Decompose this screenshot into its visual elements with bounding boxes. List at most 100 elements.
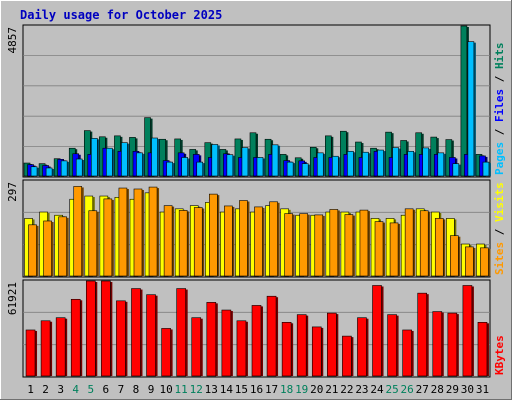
bar-kbytes-day-21-face [327,312,337,377]
bar-sites-day-20-face [314,214,324,277]
bar-sites-day-18-face [284,213,293,277]
chart-title: Daily usage for October 2025 [20,8,222,22]
bar-pages-day-19-face [301,163,309,177]
panel-visits-axis-label-part: Visits [493,182,506,222]
bar-hits-day-30-face [460,25,468,177]
bar-kbytes-day-25 [387,314,399,377]
bar-pages-day-27 [422,147,431,177]
bar-pages-day-17 [271,144,281,177]
bar-hits-day-22-face [340,130,347,177]
bar-sites-day-22-face [344,214,354,277]
bar-kbytes-day-30 [462,285,474,377]
x-tick-label-day-10: 10 [159,383,172,396]
bar-hits-day-5 [83,130,93,177]
bar-sites-day-6-face [103,198,113,277]
bar-sites-day-3-face [58,216,67,277]
bar-pages-day-9-face [151,137,158,177]
bar-hits-day-25-face [385,131,392,177]
bar-kbytes-day-2 [40,320,53,377]
bar-sites-day-15 [239,200,250,277]
bar-sites-day-25-face [389,222,399,277]
bar-sites-day-21 [329,209,340,277]
bar-sites-day-12 [193,207,205,277]
bar-kbytes-day-22 [342,335,354,377]
bar-sites-day-16-face [254,206,263,277]
panel-kbytes-axis-label-part: KBytes [493,335,506,375]
bar-kbytes-day-4-face [70,298,81,377]
bar-kbytes-day-2-face [40,320,51,377]
bar-sites-day-14 [224,205,235,277]
bar-sites-day-9 [148,186,160,277]
bar-sites-day-20 [314,214,325,277]
x-tick-label-day-23: 23 [355,383,368,396]
panel-hits-axis-label-part: Pages [493,142,506,175]
bar-kbytes-day-10 [161,328,173,377]
x-tick-label-day-1: 1 [27,383,34,396]
bar-sites-day-24 [374,221,386,277]
bar-sites-day-1 [28,224,39,277]
bar-sites-day-30-face [465,246,474,277]
panel-visits-max-label: 297 [6,182,19,202]
bar-hits-day-5-face [83,130,91,177]
x-tick-label-day-22: 22 [340,383,353,396]
bar-pages-day-31 [482,161,491,177]
bar-sites-day-25 [389,222,401,277]
bar-hits-day-9-face [144,117,151,177]
bar-sites-day-26 [404,208,416,277]
bar-pages-day-26-face [407,150,414,177]
bar-pages-day-18 [286,161,296,177]
bar-pages-day-6 [106,147,115,177]
bar-pages-day-28-face [437,152,445,177]
panel-visits-axis-label-part: / [493,222,506,242]
bar-pages-day-1 [30,166,40,177]
bar-kbytes-day-22-face [342,335,352,377]
bar-pages-day-20-face [316,152,324,177]
x-tick-label-day-7: 7 [118,383,125,396]
bar-hits-day-10 [159,138,168,177]
bar-pages-day-7 [121,142,130,177]
bar-sites-day-29 [450,235,461,277]
bar-sites-day-11-face [178,210,188,277]
bar-pages-day-12-face [196,161,204,177]
bar-kbytes-day-14-face [221,309,232,377]
bar-kbytes-day-31 [477,322,489,377]
x-tick-label-day-6: 6 [103,383,110,396]
bar-kbytes-day-15-face [236,320,247,377]
bar-hits-day-30 [460,25,469,177]
x-tick-label-day-5: 5 [87,383,94,396]
bar-pages-day-23 [362,151,371,177]
bar-kbytes-day-17-face [266,295,277,377]
bar-sites-day-12-face [193,207,203,277]
bar-pages-day-3 [60,160,70,177]
bar-sites-day-14-face [224,205,233,277]
bar-kbytes-day-12 [191,317,203,377]
x-tick-label-day-2: 2 [42,383,49,396]
bar-kbytes-day-6-face [101,280,111,377]
bar-pages-day-29-face [452,163,460,177]
bar-kbytes-day-13 [206,302,218,377]
bar-sites-day-21-face [329,209,339,277]
bar-pages-day-13 [211,144,220,177]
bar-pages-day-27-face [422,147,430,177]
bar-kbytes-day-1-face [25,329,36,377]
x-tick-label-day-18: 18 [280,383,293,396]
bar-sites-day-18 [284,213,295,277]
x-tick-label-day-17: 17 [265,383,278,396]
bar-kbytes-day-11 [176,288,188,377]
bar-hits-day-16 [249,132,258,177]
bar-pages-day-23-face [362,151,369,177]
bar-sites-day-31-face [480,247,489,277]
bar-pages-day-21 [332,155,341,177]
bar-kbytes-day-17 [266,295,279,377]
bar-kbytes-day-27 [417,292,429,377]
bar-kbytes-day-7-face [116,300,126,377]
bar-sites-day-27-face [419,210,429,277]
bar-kbytes-day-10-face [161,328,171,377]
bar-pages-day-16-face [256,157,264,177]
bar-kbytes-day-8-face [131,288,141,377]
bar-sites-day-4 [73,186,84,277]
bar-pages-day-20 [316,152,326,177]
x-tick-label-day-15: 15 [235,383,248,396]
bar-pages-day-8-face [136,152,143,177]
bar-sites-day-7-face [118,187,128,277]
